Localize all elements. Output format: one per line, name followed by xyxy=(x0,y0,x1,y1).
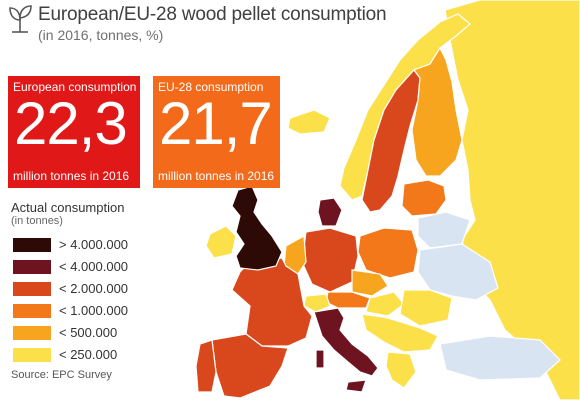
spain-region xyxy=(211,333,289,399)
legend-subtitle: (in tonnes) xyxy=(11,215,63,227)
sardinia-region xyxy=(315,349,325,369)
leaf-sprout-icon xyxy=(9,5,32,33)
portugal-region xyxy=(195,339,217,393)
stat-label: EU-28 consumption xyxy=(158,80,264,94)
ireland-region xyxy=(205,225,237,259)
stat-label: European consumption xyxy=(13,80,137,94)
legend-label: < 250.000 xyxy=(59,347,118,362)
eu28-consumption-box: EU-28 consumption 21,7 million tonnes in… xyxy=(153,76,280,188)
legend-swatch xyxy=(13,326,51,340)
balkans-region xyxy=(361,313,439,353)
switzerland-region xyxy=(303,293,331,313)
ukraine-region xyxy=(417,243,499,301)
stat-caption: million tonnes in 2016 xyxy=(13,169,130,183)
european-consumption-box: European consumption 22,3 million tonnes… xyxy=(8,76,140,188)
legend-title: Actual consumption xyxy=(11,200,125,215)
italy-region xyxy=(313,307,379,377)
belarus-region xyxy=(417,211,471,249)
czech-region xyxy=(351,269,389,297)
legend-swatch xyxy=(13,304,51,318)
page-subtitle: (in 2016, tonnes, %) xyxy=(38,27,164,43)
sicily-region xyxy=(345,379,367,393)
legend-swatch xyxy=(13,282,51,296)
stat-value: 22,3 xyxy=(14,90,128,157)
legend-label: < 4.000.000 xyxy=(59,259,129,274)
uk-region xyxy=(231,185,283,271)
legend-swatch xyxy=(13,238,51,252)
stat-caption: million tonnes in 2016 xyxy=(158,169,275,183)
baltics-region xyxy=(401,179,447,217)
legend-swatch xyxy=(13,260,51,274)
finland-region xyxy=(411,46,463,177)
legend-label: < 1.000.000 xyxy=(59,303,129,318)
stat-value: 21,7 xyxy=(159,90,273,157)
poland-region xyxy=(357,227,419,279)
hungary-region xyxy=(365,291,405,317)
greece-region xyxy=(385,351,417,389)
romania-region xyxy=(399,289,453,327)
denmark-region xyxy=(317,197,343,227)
legend-swatch xyxy=(13,348,51,362)
legend-label: > 4.000.000 xyxy=(59,237,129,252)
source-note: Source: EPC Survey xyxy=(11,369,112,381)
france-region xyxy=(231,257,313,347)
legend-label: < 500.000 xyxy=(59,325,118,340)
turkey-region xyxy=(439,335,561,381)
germany-region xyxy=(301,227,359,293)
legend-label: < 2.000.000 xyxy=(59,281,129,296)
page-title: European/EU-28 wood pellet consumption xyxy=(38,4,387,25)
iceland-region xyxy=(287,109,331,135)
